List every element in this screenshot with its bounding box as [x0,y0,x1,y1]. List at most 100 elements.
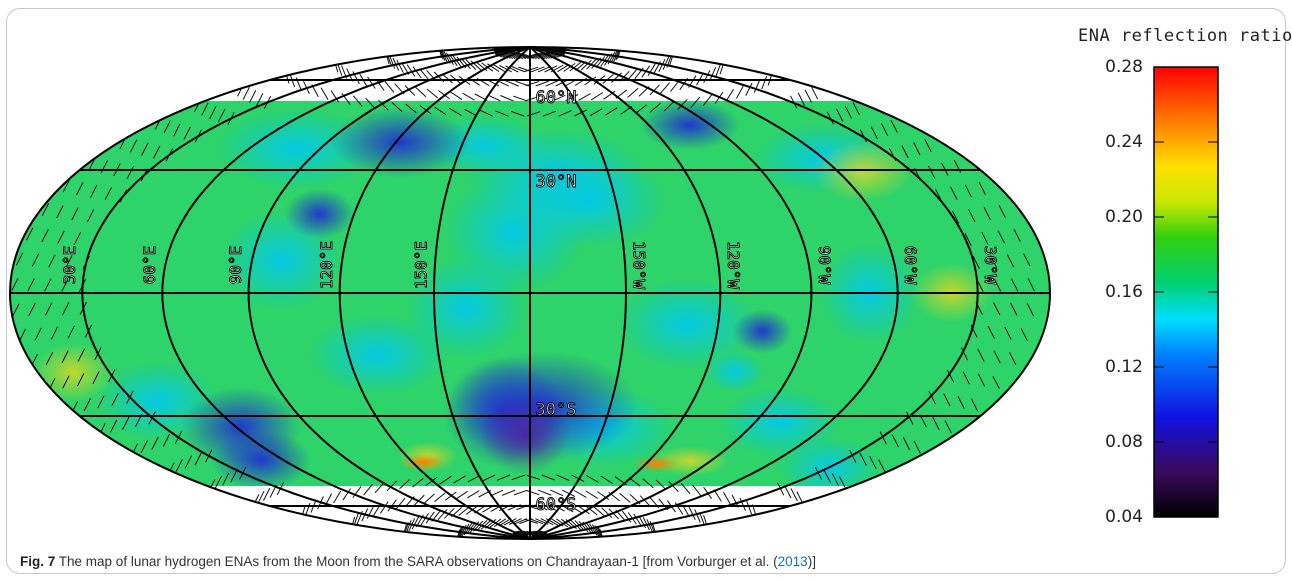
hatch-dash [122,416,130,430]
hatch-dash [384,81,395,93]
hatch-dash [591,524,600,537]
hatch-dash [363,483,373,496]
hatch-dash [464,108,478,117]
hatch-dash [111,393,119,406]
hatch-dash [746,500,753,515]
hatch-dash [615,47,622,61]
hatch-dash [702,94,713,107]
hatch-dash [619,492,631,503]
hatch-dash [556,518,569,528]
hatch-dash [597,491,610,501]
hatch-dash [804,89,812,103]
colorbar-tick-label: 0.16 [1105,282,1143,302]
lon-label: 120°E [317,241,336,289]
hatch-dash [513,95,527,102]
hatch-dash [462,92,475,101]
hatch-dash [209,105,217,119]
hatch-dash [249,90,257,104]
hatch-dash [978,181,986,195]
hatch-dash [437,509,448,521]
hatch-dash [45,351,54,365]
hatch-dash [595,56,606,68]
hatch-dash [725,89,734,102]
hatch-dash [510,51,524,60]
hatch-dash [140,440,148,454]
hatch-dash [41,203,50,217]
hatch-dash [580,59,592,71]
lat-label-30n: 30°N [536,172,577,192]
hatch-dash [126,165,134,179]
hatch-dash [449,107,462,116]
hatch-dash [342,488,352,501]
hatch-dash [173,123,181,137]
colorbar-tick-label: 0.12 [1105,357,1143,377]
hatch-dash [153,145,161,159]
hatch-dash [405,103,417,114]
hatch-dash [569,62,582,72]
hatch-dash [201,102,209,116]
hatch-dash [1010,302,1018,316]
hatch-dash [242,86,250,100]
hatch-dash [924,139,932,153]
hatch-dash [452,55,462,68]
hatch-dash [810,86,819,100]
hatch-dash [524,66,539,72]
hatch-dash [466,490,480,499]
hatch-dash [479,109,493,117]
hatch-dash [545,80,559,87]
hatch-dash [77,348,85,362]
hatch-dash [946,369,955,383]
hatch-dash [419,105,432,115]
heatmap-region [308,314,449,395]
hatch-dash [690,96,701,109]
hatch-dash [928,391,936,405]
hatch-dash [455,490,468,500]
lon-label: 60°W [901,246,920,285]
hatch-dash [680,482,691,495]
hatch-dash [589,108,603,117]
hatch-dash [419,68,429,80]
hatch-dash [104,187,112,201]
hatch-dash [556,474,570,482]
hatch-dash [542,110,557,117]
hatch-dash [461,523,470,537]
hatch-dash [86,209,95,223]
hatch-dash [649,84,660,96]
hatch-dash [831,473,839,486]
hatch-dash [50,326,59,340]
hatch-dash [425,511,435,524]
hatch-dash [1023,253,1031,267]
hatch-dash [878,459,886,473]
hatch-dash [505,65,519,73]
hatch-dash [639,495,651,507]
heatmap-region [704,351,765,392]
hatch-dash [601,507,613,518]
hatch-dash [603,90,616,100]
heatmap-region [812,141,913,202]
hatch-dash [745,82,753,96]
hatch-dash [441,73,453,84]
figure-caption: Fig. 7 The map of lunar hydrogen ENAs fr… [20,554,816,569]
hatch-dash [987,325,995,339]
hatch-dash [677,98,688,110]
hatch-dash [993,302,1001,316]
hatch-dash [333,490,342,504]
heatmap-region [211,430,312,486]
lon-label: 30°E [60,246,79,285]
hatch-dash [859,129,867,143]
hatch-dash [129,139,138,153]
hatch-dash [501,489,516,496]
hatch-dash [539,95,553,102]
hatch-dash [692,484,702,497]
hatch-dash [891,434,899,448]
hatch-dash [61,350,69,364]
hatch-dash [175,458,183,472]
hatch-dash [379,501,389,514]
hatch-dash [703,514,709,529]
hatch-dash [184,455,193,469]
hatch-dash [662,56,670,70]
citation-link[interactable]: 2013 [777,554,808,569]
hatch-dash [15,252,24,266]
hatch-dash [642,478,654,489]
hatch-dash [992,375,1000,389]
